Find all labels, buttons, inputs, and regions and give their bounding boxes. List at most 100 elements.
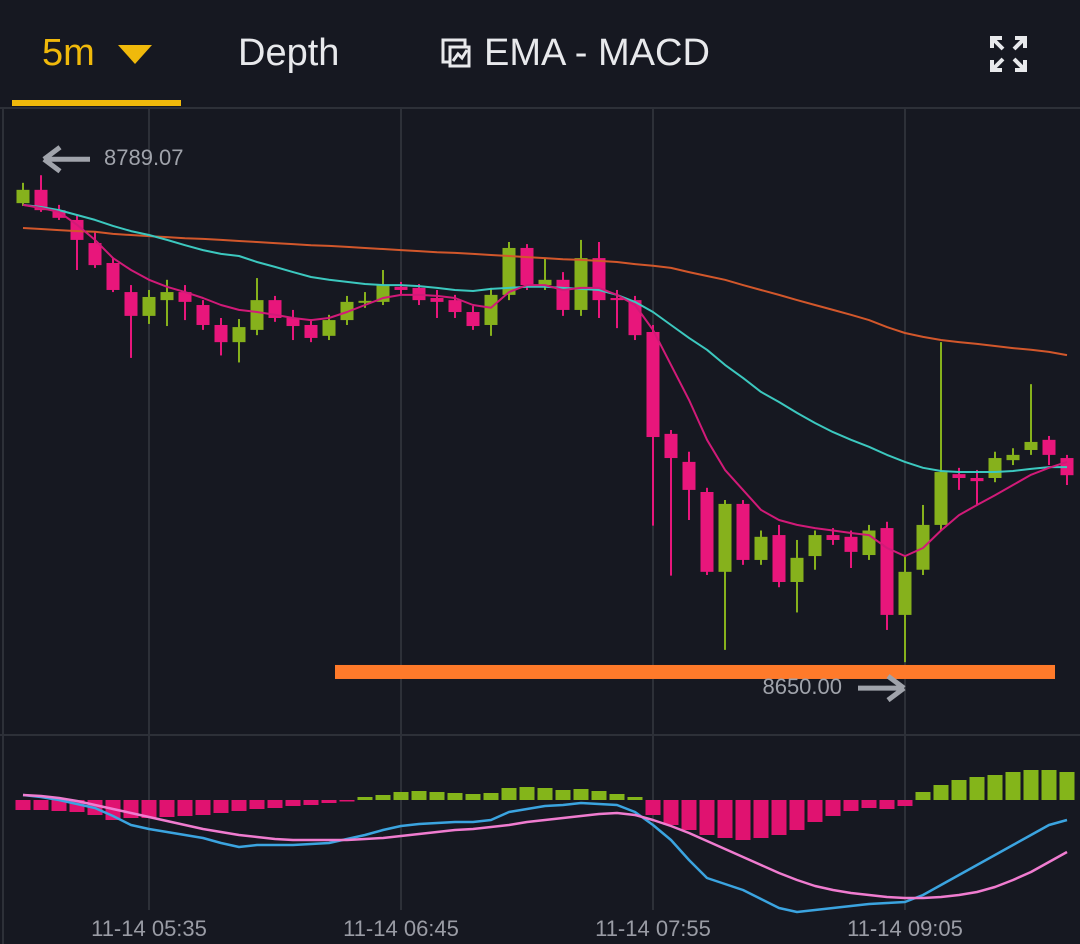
candle-body: [646, 331, 660, 438]
active-underline: [12, 100, 181, 106]
candle-body: [250, 300, 264, 330]
macd-line: [22, 793, 1068, 900]
macd-bar: [501, 788, 517, 800]
macd-bar: [771, 800, 787, 835]
candle-body: [466, 312, 480, 327]
candle-body: [790, 557, 804, 582]
candle-body: [574, 258, 588, 310]
macd-bar: [195, 800, 211, 815]
macd-bar: [717, 800, 733, 838]
candle-body: [88, 243, 102, 266]
candle-body: [286, 317, 300, 327]
macd-bar: [51, 800, 67, 811]
candle-body: [70, 219, 84, 240]
macd-bar: [465, 794, 481, 800]
candle-body: [772, 535, 786, 582]
candle-body: [988, 458, 1002, 478]
candle-body: [430, 298, 444, 302]
depth-tab[interactable]: Depth: [238, 32, 339, 74]
indicator-tab[interactable]: EMA - MACD: [484, 32, 710, 74]
macd-bar: [699, 800, 715, 835]
macd-bar: [1023, 770, 1039, 800]
low-arrow: [858, 674, 906, 703]
candle-body: [808, 535, 822, 557]
candle-body: [16, 189, 30, 204]
candle-body: [700, 492, 714, 572]
macd-bar: [249, 800, 265, 809]
macd-bar: [15, 800, 31, 810]
macd-bar: [789, 800, 805, 830]
macd-bar: [555, 790, 571, 800]
macd-bar: [969, 777, 985, 800]
macd-bar: [807, 800, 823, 822]
x-tick-label: 11-14 07:55: [595, 916, 711, 941]
low-label: 8650.00: [762, 674, 842, 699]
dropdown-caret[interactable]: [118, 45, 152, 64]
candle-body: [844, 536, 858, 552]
high-arrow: [42, 145, 90, 174]
macd-bar: [357, 797, 373, 800]
candle-body: [232, 327, 246, 343]
macd-bar: [231, 800, 247, 811]
macd-bar: [375, 795, 391, 800]
interval-tab[interactable]: 5m: [42, 32, 95, 74]
candle-body: [1006, 454, 1020, 461]
fullscreen-icon[interactable]: [990, 36, 1027, 72]
macd-line: [22, 793, 1068, 914]
macd-bar: [897, 800, 913, 806]
macd-bar: [825, 800, 841, 816]
macd-bar: [483, 793, 499, 800]
macd-bar: [411, 791, 427, 800]
macd-bar: [393, 792, 409, 800]
candle-body: [106, 263, 120, 290]
macd-bar: [591, 791, 607, 800]
ema-line: [22, 227, 1068, 357]
macd-bar: [447, 793, 463, 800]
candle-body: [160, 292, 174, 301]
macd-bar: [681, 800, 697, 830]
candle-body: [610, 298, 624, 301]
candle-body: [520, 247, 534, 286]
macd-bar: [213, 800, 229, 813]
macd-bar: [933, 785, 949, 800]
macd-bar: [537, 788, 553, 800]
candle-body: [664, 433, 678, 459]
candle-body: [394, 286, 408, 290]
macd-bar: [573, 789, 589, 800]
candle-body: [898, 571, 912, 615]
candle-body: [1042, 439, 1056, 455]
macd-bar: [879, 800, 895, 809]
candle-body: [358, 300, 372, 303]
candle-body: [556, 279, 570, 310]
candle-body: [178, 292, 192, 302]
macd-bar: [735, 800, 751, 840]
candle-body: [502, 247, 516, 295]
candle-body: [538, 279, 552, 286]
candle-body: [754, 536, 768, 560]
candle-body: [952, 474, 966, 478]
candle-body: [34, 189, 48, 211]
macd-bar: [429, 792, 445, 800]
candle-body: [1024, 441, 1038, 450]
ema-line: [22, 203, 1068, 558]
macd-bar: [627, 797, 643, 800]
macd-bar: [141, 800, 157, 818]
macd-bar: [267, 800, 283, 808]
macd-bar: [951, 780, 967, 800]
macd-bar: [1059, 772, 1075, 800]
macd-bar: [843, 800, 859, 811]
level-line: [335, 664, 1055, 679]
indicator-icon[interactable]: [441, 38, 471, 68]
macd-bar: [753, 800, 769, 838]
candle-body: [196, 305, 210, 325]
high-label: 8789.07: [104, 145, 184, 170]
candle-body: [52, 210, 66, 218]
macd-bar: [915, 792, 931, 800]
macd-bar: [339, 800, 355, 802]
candle-body: [682, 461, 696, 490]
macd-bar: [519, 787, 535, 800]
candle-body: [826, 535, 840, 540]
